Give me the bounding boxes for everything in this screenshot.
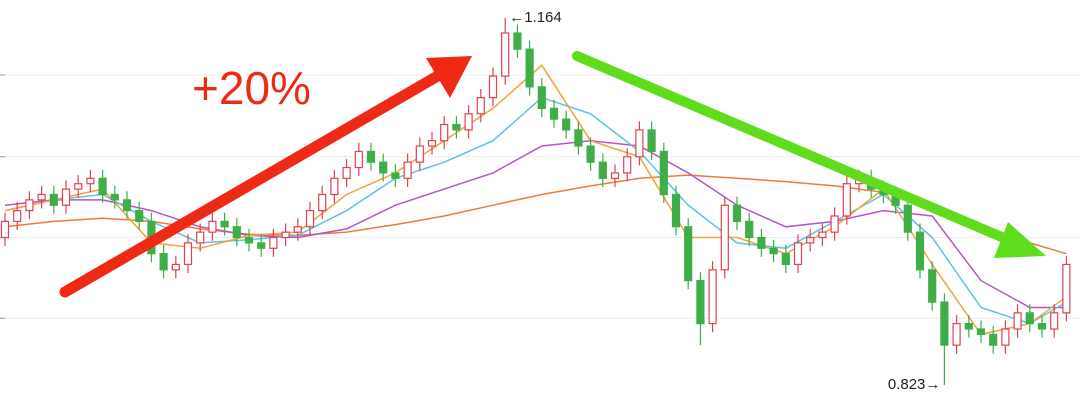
- candle-body: [427, 140, 437, 147]
- candle-body: [86, 177, 95, 185]
- candle-body: [257, 242, 266, 249]
- candle-body: [452, 123, 461, 131]
- candle-body: [586, 145, 595, 163]
- arrow-head: [994, 222, 1046, 258]
- candle-body: [928, 269, 937, 303]
- candle-body: [366, 150, 376, 163]
- candle-body: [318, 193, 327, 212]
- arrow-shaft: [59, 64, 454, 298]
- headline: +20%: [192, 62, 311, 114]
- candle-body: [0, 220, 10, 239]
- candle-body: [696, 279, 705, 325]
- candle-body: [391, 172, 400, 179]
- candle-body: [745, 220, 754, 239]
- candle-body: [720, 204, 729, 271]
- candle-body: [1013, 312, 1022, 330]
- candle-body: [269, 236, 278, 249]
- candle-body: [464, 113, 473, 131]
- candle-body: [476, 97, 485, 115]
- candle-body: [513, 32, 522, 50]
- candle-body: [232, 226, 241, 239]
- candle-body: [684, 226, 693, 282]
- candle-body: [135, 210, 144, 222]
- candle-body: [757, 236, 766, 249]
- candle-body: [708, 269, 717, 325]
- candle-body: [1001, 328, 1010, 346]
- price-annotation: ←1.164: [509, 9, 562, 26]
- candle-body: [25, 199, 34, 212]
- candle-body: [671, 193, 681, 228]
- candle-body: [989, 333, 998, 346]
- candle-body: [647, 129, 656, 153]
- candle-body: [403, 161, 412, 179]
- candle-body: [635, 129, 644, 158]
- candle-body: [305, 210, 315, 228]
- candle-body: [525, 48, 534, 88]
- candle-body: [537, 86, 546, 109]
- arrow-head: [426, 56, 472, 98]
- candles: [0, 17, 1071, 385]
- annotations: ←1.164 0.823→: [509, 9, 940, 393]
- arrow-shaft: [572, 51, 1023, 249]
- candle-body: [806, 236, 815, 244]
- candle-body: [342, 166, 351, 179]
- candle-body: [903, 204, 912, 233]
- candle-body: [330, 177, 339, 196]
- candle-body: [1050, 312, 1059, 330]
- candle-body: [842, 183, 851, 217]
- candle-body: [122, 199, 132, 212]
- candle-body: [13, 210, 22, 222]
- candle-body: [501, 32, 510, 77]
- candle-body: [354, 150, 363, 169]
- candle-body: [488, 75, 498, 99]
- candle-body: [183, 242, 193, 266]
- candle-body: [623, 156, 632, 174]
- candle-body: [220, 220, 229, 228]
- candle-body: [952, 323, 961, 346]
- up-arrow: [59, 56, 472, 298]
- candle-body: [793, 242, 803, 266]
- candle-body: [659, 150, 668, 196]
- candle-body: [574, 129, 583, 147]
- candle-body: [732, 204, 742, 222]
- candle-body: [562, 118, 571, 131]
- grid: [0, 74, 1080, 319]
- candle-body: [244, 236, 254, 244]
- candle-body: [964, 323, 973, 330]
- candle-body: [159, 253, 168, 271]
- candle-body: [915, 231, 925, 271]
- candle-body: [549, 107, 559, 120]
- candle-body: [61, 188, 71, 206]
- candle-body: [830, 215, 839, 233]
- candle-body: [74, 183, 83, 190]
- candle-body: [98, 177, 107, 196]
- candle-body: [415, 145, 424, 163]
- candle-body: [196, 231, 205, 244]
- candle-body: [293, 226, 302, 233]
- candle-body: [610, 172, 620, 179]
- candle-body: [440, 123, 449, 142]
- candle-body: [281, 231, 290, 239]
- candle-body: [976, 328, 986, 335]
- candle-body: [208, 220, 217, 233]
- candle-body: [598, 161, 607, 179]
- candle-body: [1037, 323, 1047, 330]
- candle-body: [171, 263, 180, 271]
- candle-body: [769, 247, 778, 255]
- candle-body: [110, 193, 119, 201]
- candle-body: [1062, 263, 1071, 314]
- candle-body: [940, 301, 949, 346]
- candle-body: [781, 253, 790, 266]
- down-arrow: [572, 51, 1046, 258]
- candle-body: [1025, 312, 1034, 325]
- candle-body: [49, 193, 58, 206]
- candle-body: [379, 161, 388, 174]
- price-annotation: 0.823→: [888, 376, 941, 393]
- candle-body: [37, 193, 46, 201]
- candle-body: [818, 231, 827, 239]
